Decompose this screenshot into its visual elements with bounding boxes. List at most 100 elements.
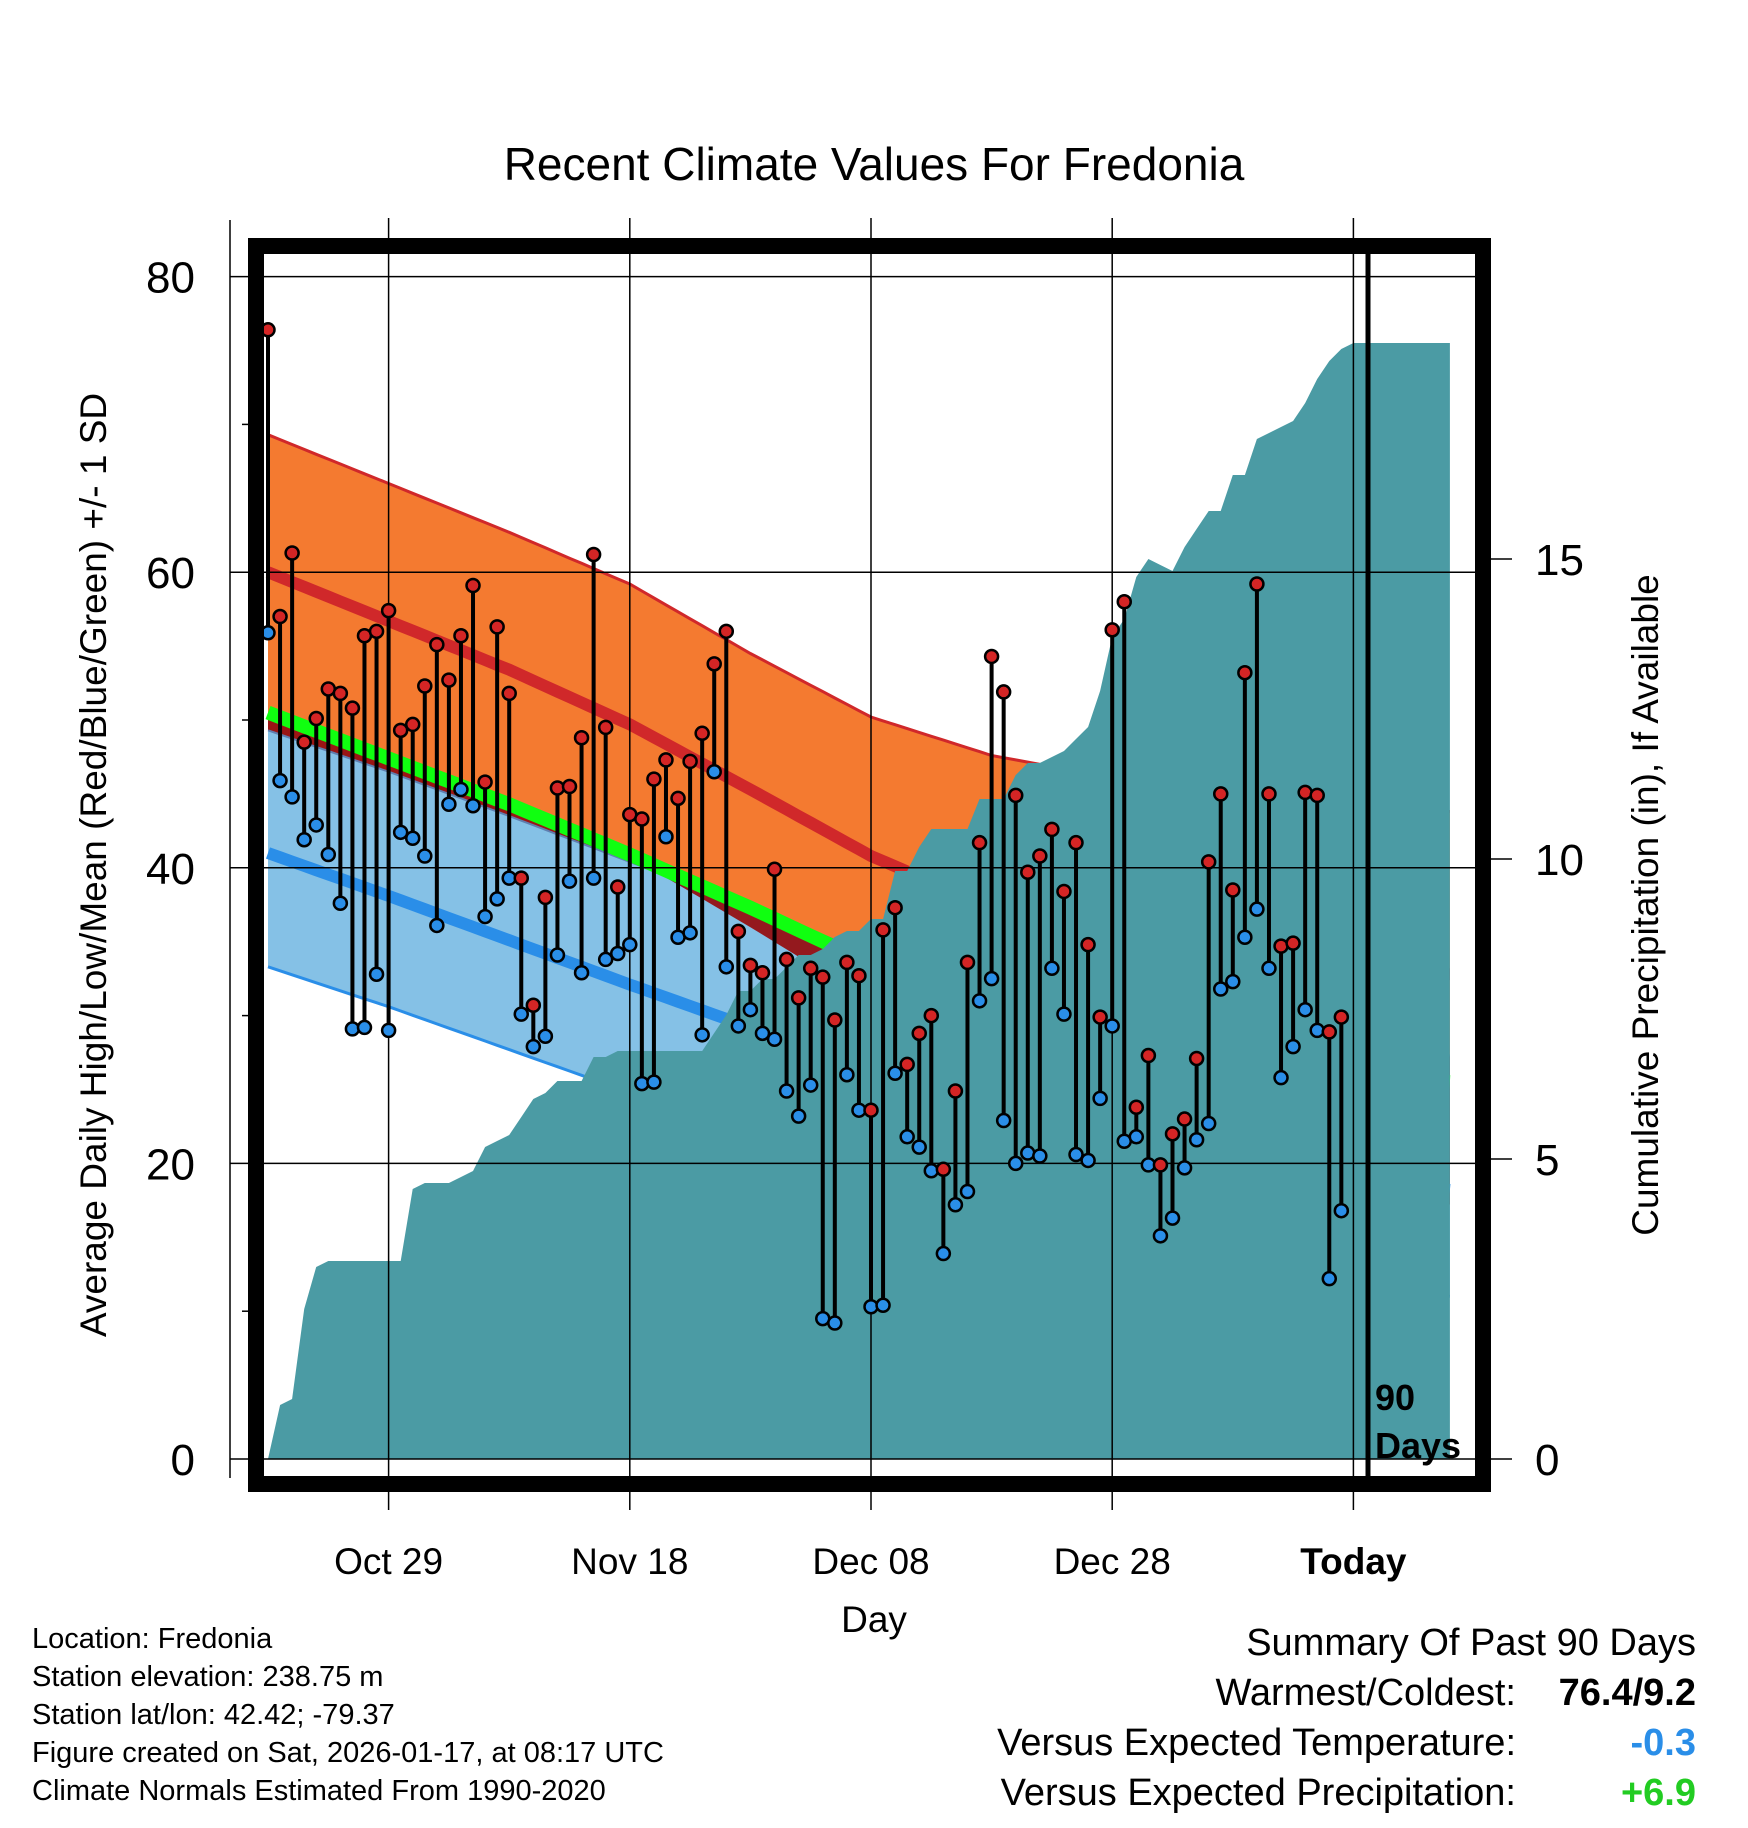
observed-low-point	[332, 895, 349, 912]
observed-low-point	[296, 831, 312, 848]
observed-low-point	[706, 763, 722, 780]
observed-low-point	[1128, 1129, 1145, 1145]
summary-precip-value: +6.9	[1620, 1772, 1696, 1814]
y2-tick-label: 10	[1535, 836, 1584, 885]
observed-high-point	[851, 967, 867, 984]
observed-high-point	[1225, 882, 1241, 898]
x-axis-label: Day	[841, 1599, 907, 1640]
observed-low-point	[429, 917, 445, 934]
observed-low-point	[609, 945, 626, 962]
y-axis-label: Average Daily High/Low/Mean (Red/Blue/Gr…	[73, 393, 114, 1337]
observed-high-point	[525, 997, 542, 1014]
y-tick-label: 80	[146, 254, 195, 303]
observed-high-point	[1007, 787, 1024, 804]
observed-high-point	[827, 1012, 843, 1028]
x-tick-label: Dec 28	[1054, 1541, 1171, 1582]
observed-low-point	[537, 1028, 554, 1045]
observed-high-point	[429, 636, 445, 653]
observed-high-point	[802, 960, 819, 977]
observed-low-point	[284, 789, 300, 805]
y-tick-label: 20	[146, 1140, 195, 1189]
observed-high-point	[778, 951, 795, 968]
observed-low-point	[477, 908, 493, 925]
info-elevation: Station elevation: 238.75 m	[32, 1661, 384, 1693]
observed-low-point	[959, 1183, 976, 1200]
observed-low-point	[935, 1245, 952, 1262]
observed-high-point	[489, 619, 505, 635]
observed-high-point	[766, 861, 783, 878]
observed-low-point	[1225, 973, 1241, 990]
observed-high-point	[1249, 576, 1265, 592]
observed-low-point	[718, 959, 735, 975]
observed-high-point	[417, 678, 433, 694]
observed-high-point	[561, 778, 578, 795]
summary-warm-cold-label: Warmest/Coldest:	[1215, 1672, 1516, 1714]
observed-high-point	[272, 608, 288, 625]
observed-low-point	[995, 1112, 1012, 1129]
observed-high-point	[1140, 1047, 1157, 1064]
observed-high-point	[296, 734, 312, 750]
observed-high-point	[380, 602, 397, 619]
observed-high-point	[1188, 1050, 1205, 1067]
chart-title: Recent Climate Values For Fredonia	[504, 138, 1245, 190]
observed-high-point	[465, 577, 481, 594]
y2-tick-label: 5	[1535, 1136, 1559, 1185]
summary-warm-cold-value: 76.4/9.2	[1558, 1672, 1696, 1714]
observed-low-point	[983, 970, 1000, 987]
observed-low-point	[1092, 1090, 1108, 1107]
observed-high-point	[441, 672, 457, 688]
observed-low-point	[754, 1025, 771, 1042]
observed-high-point	[887, 899, 903, 916]
observed-low-point	[646, 1074, 662, 1090]
summary-temp-label: Versus Expected Temperature:	[997, 1722, 1516, 1764]
observed-low-point	[1152, 1228, 1169, 1244]
observed-high-point	[1032, 848, 1048, 864]
observed-low-point	[1044, 960, 1060, 977]
observed-low-point	[622, 936, 638, 953]
station-info: Location: Fredonia Station elevation: 23…	[32, 1620, 664, 1810]
observed-high-point	[308, 710, 324, 727]
observed-low-point	[887, 1065, 903, 1081]
info-latlon: Station lat/lon: 42.42; -79.37	[32, 1699, 395, 1731]
observed-low-point	[839, 1066, 855, 1083]
observed-low-point	[549, 947, 566, 963]
observed-high-point	[983, 648, 1000, 665]
summary-panel: Summary Of Past 90 Days Warmest/Coldest:…	[997, 1618, 1696, 1818]
observed-low-point	[1249, 901, 1265, 917]
observed-low-point	[1188, 1132, 1205, 1148]
observed-low-point	[730, 1018, 747, 1034]
observed-low-point	[573, 964, 590, 981]
observed-low-point	[899, 1129, 915, 1145]
y-tick-label: 0	[171, 1436, 195, 1485]
observed-low-point	[308, 817, 324, 833]
observed-low-point	[441, 796, 457, 812]
observed-low-point	[971, 993, 988, 1009]
observed-high-point	[1104, 622, 1120, 638]
observed-high-point	[959, 954, 976, 971]
observed-high-point	[706, 656, 722, 672]
observed-temperatures	[260, 322, 1350, 1331]
observed-high-point	[477, 774, 493, 790]
observed-high-point	[1092, 1009, 1108, 1025]
info-location: Location: Fredonia	[32, 1623, 273, 1655]
observed-low-point	[272, 772, 288, 789]
axes: 0 20 40 60 80 0 5 10 15 Oct 29 Nov 18 Dec 08 Dec 28 T…	[146, 218, 1584, 1582]
summary-temp-value: -0.3	[1630, 1722, 1696, 1764]
observed-low-point	[875, 1297, 891, 1314]
observed-high-point	[730, 923, 747, 940]
summary-title: Summary Of Past 90 Days	[1246, 1622, 1696, 1664]
observed-high-point	[911, 1025, 927, 1042]
observed-high-point	[1128, 1099, 1145, 1115]
observed-high-point	[284, 545, 300, 561]
x-tick-label: Today	[1300, 1541, 1407, 1582]
observed-high-point	[453, 628, 469, 644]
observed-high-point	[344, 700, 361, 716]
observed-high-point	[790, 990, 807, 1006]
observed-high-point	[392, 722, 409, 739]
summary-precip-label: Versus Expected Precipitation:	[1000, 1772, 1516, 1814]
observed-high-point	[1333, 1009, 1350, 1025]
observed-high-point	[1200, 854, 1217, 870]
observed-low-point	[525, 1038, 542, 1055]
observed-low-point	[561, 873, 578, 889]
